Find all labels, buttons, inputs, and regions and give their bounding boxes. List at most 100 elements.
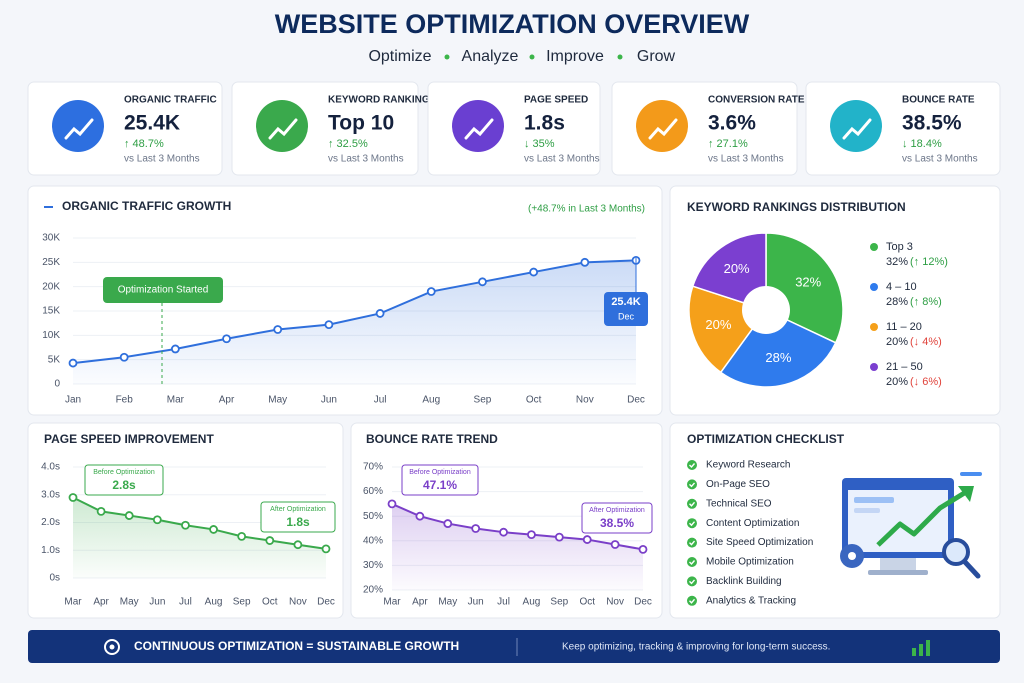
kpi-value: 38.5% — [902, 112, 962, 135]
marker — [499, 527, 508, 537]
check-mark — [689, 501, 696, 507]
y-tick-label: 4.0s — [41, 462, 60, 473]
chart-subtitle: (+48.7% in Last 3 Months) — [528, 204, 645, 215]
kpi-icon — [452, 100, 504, 152]
legend-change: (↓ 4%) — [910, 336, 942, 348]
marker — [529, 267, 539, 277]
kpi-value: 1.8s — [524, 112, 565, 135]
x-tick-label: Aug — [523, 597, 541, 608]
marker — [471, 524, 481, 533]
x-tick-label: Nov — [289, 597, 307, 608]
x-tick-label: Oct — [526, 395, 542, 406]
check-icon — [687, 479, 697, 490]
y-tick-label: 20% — [363, 585, 383, 596]
legend-value: 20% — [886, 376, 908, 388]
footer-icon — [912, 648, 916, 656]
x-tick-label: Nov — [576, 395, 594, 406]
kpi-note: vs Last 3 Months — [524, 154, 600, 165]
marker — [426, 287, 436, 296]
slice-label: 32% — [795, 275, 821, 290]
kpi-change: ↑ 32.5% — [328, 138, 368, 150]
footer-icon — [109, 644, 115, 650]
magnifier — [942, 538, 970, 566]
kpi-change: ↓ 35% — [524, 138, 555, 150]
callout — [260, 501, 336, 533]
marker — [124, 511, 134, 520]
callout-text: After Optimization — [270, 506, 326, 513]
separator-dot — [444, 54, 450, 60]
x-tick-label: Dec — [627, 395, 645, 406]
callout-text: Before Optimization — [409, 469, 471, 476]
slice-label: 20% — [705, 317, 731, 332]
kpi-change: ↑ 27.1% — [708, 138, 748, 150]
legend-value: 28% — [886, 296, 908, 308]
x-tick-label: Jun — [321, 395, 337, 406]
separator-dot — [617, 54, 623, 60]
legend-value: 32% — [886, 256, 908, 268]
x-tick-label: Apr — [412, 597, 428, 608]
marker — [293, 540, 303, 550]
subtitle-item: Optimize — [368, 48, 431, 65]
pie-slice — [719, 309, 837, 388]
check-icon — [687, 595, 697, 606]
kpi-note: vs Last 3 Months — [902, 154, 978, 165]
kpi-label: BOUNCE RATE — [902, 95, 975, 106]
kpi-icon-glyph — [648, 118, 678, 140]
callout — [84, 464, 164, 496]
kpi-icon — [636, 100, 688, 152]
x-tick-label: May — [120, 597, 139, 608]
check-mark — [689, 598, 696, 604]
kpi-icon-glyph — [268, 118, 298, 140]
x-tick-label: Dec — [317, 597, 335, 608]
kpi-note: vs Last 3 Months — [708, 154, 784, 165]
kpi-value: 25.4K — [124, 112, 180, 135]
y-tick-label: 10K — [42, 330, 60, 341]
x-tick-label: Jan — [65, 395, 81, 406]
kpi-label: ORGANIC TRAFFIC — [124, 95, 217, 106]
donut-hole — [742, 286, 790, 334]
x-tick-label: Feb — [116, 395, 134, 406]
slice-label: 20% — [724, 261, 750, 276]
legend-dot — [870, 363, 878, 371]
gear-hole — [848, 552, 856, 560]
footer-icon — [919, 644, 923, 656]
bar — [854, 508, 880, 513]
charts: ORGANIC TRAFFIC GROWTH (+48.7% in Last 3 … — [41, 199, 948, 607]
subtitle-item: Improve — [546, 48, 604, 65]
check-mark — [689, 560, 696, 566]
x-tick-label: Apr — [93, 597, 109, 608]
checklist-item: Site Speed Optimization — [706, 537, 813, 548]
marker — [181, 520, 190, 530]
line — [391, 502, 644, 551]
area — [73, 497, 326, 578]
check-icon — [687, 557, 697, 567]
x-tick-label: Sep — [474, 395, 492, 406]
magnifier-handle — [962, 559, 981, 579]
check-mark — [689, 540, 696, 546]
marker — [554, 532, 564, 542]
legend-label: 11 – 20 — [886, 321, 922, 333]
callout-sub: 1.8s — [286, 515, 310, 529]
marker — [222, 334, 231, 344]
check-icon — [687, 498, 697, 509]
callout — [103, 277, 223, 303]
pie-slice — [691, 232, 767, 312]
chart-title: ORGANIC TRAFFIC GROWTH — [62, 199, 231, 213]
kpi-icon — [830, 100, 882, 152]
page-title: WEBSITE OPTIMIZATION OVERVIEW — [275, 9, 750, 39]
kpi-value: 3.6% — [708, 112, 756, 135]
y-tick-label: 25K — [42, 257, 60, 268]
x-tick-label: Aug — [422, 395, 440, 406]
y-tick-label: 30K — [42, 233, 60, 244]
y-tick-label: 0 — [54, 379, 60, 390]
slice-label: 28% — [765, 350, 791, 365]
checklist-item: Keyword Research — [706, 460, 790, 471]
legend-label: Top 3 — [886, 241, 913, 253]
marker — [580, 257, 590, 267]
callout-sub: 47.1% — [423, 478, 457, 492]
kpi-row: ORGANIC TRAFFIC 25.4K ↑ 48.7% vs Last 3 Mon… — [27, 81, 1001, 176]
kpi-change: ↓ 18.4% — [902, 138, 942, 150]
kpi-icon-glyph — [464, 118, 494, 140]
line — [72, 259, 637, 365]
legend-dot — [870, 243, 878, 251]
